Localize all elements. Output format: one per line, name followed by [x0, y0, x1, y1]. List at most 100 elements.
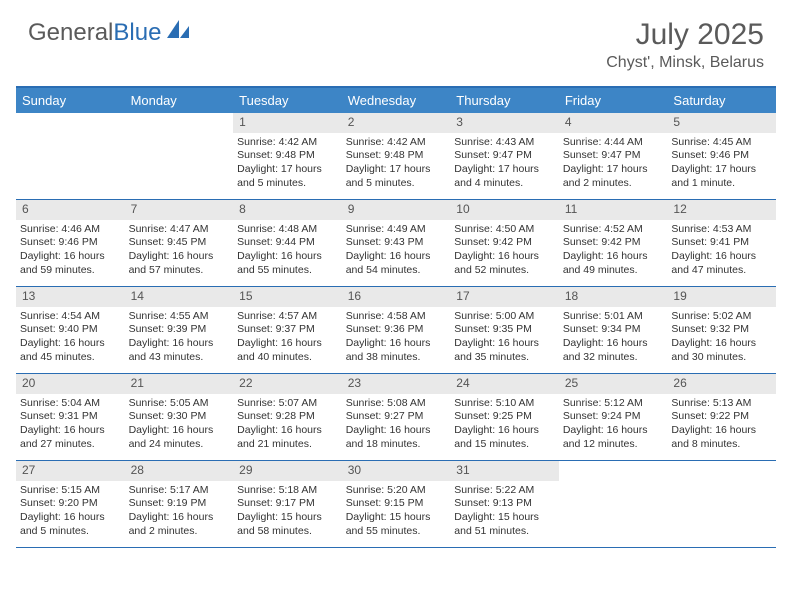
day-body: Sunrise: 4:47 AMSunset: 9:45 PMDaylight:… — [125, 220, 234, 282]
day-cell: 11Sunrise: 4:52 AMSunset: 9:42 PMDayligh… — [559, 200, 668, 286]
day-cell — [125, 113, 234, 199]
day-cell: 16Sunrise: 4:58 AMSunset: 9:36 PMDayligh… — [342, 287, 451, 373]
day-cell: 24Sunrise: 5:10 AMSunset: 9:25 PMDayligh… — [450, 374, 559, 460]
day-cell: 23Sunrise: 5:08 AMSunset: 9:27 PMDayligh… — [342, 374, 451, 460]
day-header-cell: Sunday — [16, 88, 125, 113]
sunset-line: Sunset: 9:42 PM — [454, 236, 555, 250]
day-number: 9 — [342, 200, 451, 220]
daylight-line: Daylight: 15 hours and 55 minutes. — [346, 511, 447, 538]
sunrise-line: Sunrise: 5:17 AM — [129, 484, 230, 498]
day-number: 23 — [342, 374, 451, 394]
day-cell: 31Sunrise: 5:22 AMSunset: 9:13 PMDayligh… — [450, 461, 559, 547]
week-row: 27Sunrise: 5:15 AMSunset: 9:20 PMDayligh… — [16, 461, 776, 548]
day-number: 19 — [667, 287, 776, 307]
sunset-line: Sunset: 9:34 PM — [563, 323, 664, 337]
day-number: 20 — [16, 374, 125, 394]
day-body: Sunrise: 5:04 AMSunset: 9:31 PMDaylight:… — [16, 394, 125, 456]
day-body: Sunrise: 5:20 AMSunset: 9:15 PMDaylight:… — [342, 481, 451, 543]
day-body: Sunrise: 5:13 AMSunset: 9:22 PMDaylight:… — [667, 394, 776, 456]
daylight-line: Daylight: 15 hours and 58 minutes. — [237, 511, 338, 538]
sunset-line: Sunset: 9:47 PM — [454, 149, 555, 163]
sunset-line: Sunset: 9:47 PM — [563, 149, 664, 163]
day-cell — [559, 461, 668, 547]
daylight-line: Daylight: 16 hours and 40 minutes. — [237, 337, 338, 364]
day-number: 11 — [559, 200, 668, 220]
day-number: 3 — [450, 113, 559, 133]
day-body: Sunrise: 5:22 AMSunset: 9:13 PMDaylight:… — [450, 481, 559, 543]
daylight-line: Daylight: 16 hours and 47 minutes. — [671, 250, 772, 277]
day-cell: 27Sunrise: 5:15 AMSunset: 9:20 PMDayligh… — [16, 461, 125, 547]
daylight-line: Daylight: 16 hours and 38 minutes. — [346, 337, 447, 364]
sunrise-line: Sunrise: 4:50 AM — [454, 223, 555, 237]
sunset-line: Sunset: 9:35 PM — [454, 323, 555, 337]
sunset-line: Sunset: 9:46 PM — [671, 149, 772, 163]
daylight-line: Daylight: 17 hours and 1 minute. — [671, 163, 772, 190]
location: Chyst', Minsk, Belarus — [606, 54, 764, 72]
day-cell: 6Sunrise: 4:46 AMSunset: 9:46 PMDaylight… — [16, 200, 125, 286]
sunrise-line: Sunrise: 4:43 AM — [454, 136, 555, 150]
sunset-line: Sunset: 9:28 PM — [237, 410, 338, 424]
sunset-line: Sunset: 9:43 PM — [346, 236, 447, 250]
day-cell: 25Sunrise: 5:12 AMSunset: 9:24 PMDayligh… — [559, 374, 668, 460]
day-body: Sunrise: 4:53 AMSunset: 9:41 PMDaylight:… — [667, 220, 776, 282]
title-block: July 2025 Chyst', Minsk, Belarus — [606, 18, 764, 72]
day-header-cell: Wednesday — [342, 88, 451, 113]
day-number: 12 — [667, 200, 776, 220]
daylight-line: Daylight: 16 hours and 18 minutes. — [346, 424, 447, 451]
sunrise-line: Sunrise: 4:57 AM — [237, 310, 338, 324]
day-number: 6 — [16, 200, 125, 220]
daylight-line: Daylight: 16 hours and 35 minutes. — [454, 337, 555, 364]
sunset-line: Sunset: 9:20 PM — [20, 497, 121, 511]
day-body: Sunrise: 5:08 AMSunset: 9:27 PMDaylight:… — [342, 394, 451, 456]
day-cell: 20Sunrise: 5:04 AMSunset: 9:31 PMDayligh… — [16, 374, 125, 460]
day-body: Sunrise: 4:58 AMSunset: 9:36 PMDaylight:… — [342, 307, 451, 369]
day-cell: 12Sunrise: 4:53 AMSunset: 9:41 PMDayligh… — [667, 200, 776, 286]
sunrise-line: Sunrise: 5:18 AM — [237, 484, 338, 498]
day-number: 27 — [16, 461, 125, 481]
week-row: 6Sunrise: 4:46 AMSunset: 9:46 PMDaylight… — [16, 200, 776, 287]
day-number: 5 — [667, 113, 776, 133]
day-cell: 9Sunrise: 4:49 AMSunset: 9:43 PMDaylight… — [342, 200, 451, 286]
sunrise-line: Sunrise: 5:07 AM — [237, 397, 338, 411]
daylight-line: Daylight: 16 hours and 55 minutes. — [237, 250, 338, 277]
sunrise-line: Sunrise: 4:55 AM — [129, 310, 230, 324]
sunrise-line: Sunrise: 4:42 AM — [346, 136, 447, 150]
day-number: 18 — [559, 287, 668, 307]
daylight-line: Daylight: 16 hours and 43 minutes. — [129, 337, 230, 364]
sunset-line: Sunset: 9:36 PM — [346, 323, 447, 337]
sunset-line: Sunset: 9:15 PM — [346, 497, 447, 511]
daylight-line: Daylight: 16 hours and 2 minutes. — [129, 511, 230, 538]
day-cell: 26Sunrise: 5:13 AMSunset: 9:22 PMDayligh… — [667, 374, 776, 460]
day-body: Sunrise: 5:18 AMSunset: 9:17 PMDaylight:… — [233, 481, 342, 543]
day-cell: 7Sunrise: 4:47 AMSunset: 9:45 PMDaylight… — [125, 200, 234, 286]
sunrise-line: Sunrise: 4:49 AM — [346, 223, 447, 237]
day-cell: 17Sunrise: 5:00 AMSunset: 9:35 PMDayligh… — [450, 287, 559, 373]
day-body: Sunrise: 4:46 AMSunset: 9:46 PMDaylight:… — [16, 220, 125, 282]
sunset-line: Sunset: 9:40 PM — [20, 323, 121, 337]
sunset-line: Sunset: 9:37 PM — [237, 323, 338, 337]
logo-text-blue: Blue — [113, 19, 161, 47]
sunrise-line: Sunrise: 5:00 AM — [454, 310, 555, 324]
day-number: 7 — [125, 200, 234, 220]
sunrise-line: Sunrise: 4:47 AM — [129, 223, 230, 237]
day-cell: 28Sunrise: 5:17 AMSunset: 9:19 PMDayligh… — [125, 461, 234, 547]
calendar: SundayMondayTuesdayWednesdayThursdayFrid… — [16, 86, 776, 548]
day-cell: 15Sunrise: 4:57 AMSunset: 9:37 PMDayligh… — [233, 287, 342, 373]
day-number: 8 — [233, 200, 342, 220]
sunrise-line: Sunrise: 4:54 AM — [20, 310, 121, 324]
sunset-line: Sunset: 9:31 PM — [20, 410, 121, 424]
day-header-row: SundayMondayTuesdayWednesdayThursdayFrid… — [16, 88, 776, 113]
day-body: Sunrise: 4:48 AMSunset: 9:44 PMDaylight:… — [233, 220, 342, 282]
day-body: Sunrise: 4:57 AMSunset: 9:37 PMDaylight:… — [233, 307, 342, 369]
day-cell: 13Sunrise: 4:54 AMSunset: 9:40 PMDayligh… — [16, 287, 125, 373]
day-number: 13 — [16, 287, 125, 307]
day-cell: 14Sunrise: 4:55 AMSunset: 9:39 PMDayligh… — [125, 287, 234, 373]
day-body: Sunrise: 5:05 AMSunset: 9:30 PMDaylight:… — [125, 394, 234, 456]
daylight-line: Daylight: 16 hours and 21 minutes. — [237, 424, 338, 451]
sunrise-line: Sunrise: 4:58 AM — [346, 310, 447, 324]
day-number: 29 — [233, 461, 342, 481]
sunset-line: Sunset: 9:22 PM — [671, 410, 772, 424]
week-row: 1Sunrise: 4:42 AMSunset: 9:48 PMDaylight… — [16, 113, 776, 200]
sunset-line: Sunset: 9:30 PM — [129, 410, 230, 424]
daylight-line: Daylight: 16 hours and 27 minutes. — [20, 424, 121, 451]
